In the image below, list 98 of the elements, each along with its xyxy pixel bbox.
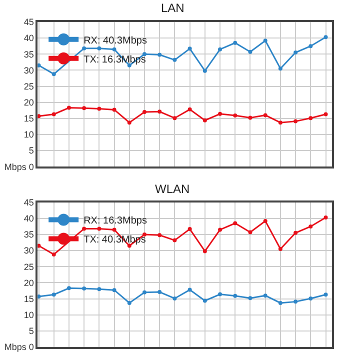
point [308, 224, 313, 228]
point [324, 215, 328, 220]
point [263, 38, 268, 43]
point [97, 226, 102, 231]
point [172, 238, 177, 242]
y-tick-label: 25 [24, 262, 34, 272]
y-tick-label: 10 [24, 310, 34, 320]
point [202, 298, 207, 303]
point [127, 300, 132, 305]
point [158, 110, 162, 114]
point [248, 296, 252, 300]
point [308, 116, 313, 120]
y-tick-label: 10 [24, 130, 34, 140]
point [142, 290, 146, 294]
point [248, 230, 252, 234]
point [38, 114, 41, 118]
point [112, 228, 116, 232]
point [188, 288, 192, 292]
y-tick-label: 20 [24, 278, 34, 288]
point [278, 66, 282, 71]
y-tick-label: 45 [24, 198, 34, 208]
chart-title: WLAN [155, 182, 190, 196]
point [52, 72, 56, 76]
point [38, 63, 41, 68]
y-tick-label: 30 [24, 246, 34, 256]
point [233, 294, 238, 298]
point [233, 114, 238, 118]
point [112, 288, 116, 292]
y-tick-label: 5 [28, 326, 34, 336]
point [52, 292, 56, 297]
point [248, 50, 252, 54]
legend-label: RX: 16.3Mbps [84, 216, 147, 227]
point [66, 286, 71, 290]
point [263, 113, 268, 118]
y-tick-label: 45 [24, 17, 34, 28]
y-tick-label: 25 [24, 81, 34, 92]
point [158, 52, 162, 57]
point [233, 221, 238, 226]
point [294, 50, 298, 55]
point [294, 119, 298, 124]
point [97, 106, 102, 111]
point [112, 47, 116, 52]
point [127, 120, 132, 125]
point [218, 47, 222, 52]
point [294, 230, 298, 235]
point [294, 300, 298, 304]
y-tick-label: 20 [24, 98, 34, 108]
point [188, 46, 192, 51]
point [308, 44, 313, 48]
point [248, 116, 252, 120]
point [172, 296, 177, 300]
point [278, 246, 282, 251]
point [38, 244, 41, 248]
point [202, 68, 207, 73]
point [82, 46, 86, 50]
point [263, 294, 268, 298]
point [202, 249, 207, 254]
point [324, 292, 328, 297]
point [97, 287, 102, 292]
point [263, 219, 268, 224]
point [38, 294, 41, 299]
y-tick-label: 15 [24, 294, 34, 304]
point [66, 106, 71, 110]
point [218, 228, 222, 232]
y-tick-label: 40 [24, 214, 34, 224]
point [52, 252, 56, 256]
point [82, 226, 86, 231]
point [158, 233, 162, 238]
point [52, 112, 56, 116]
point [218, 292, 222, 296]
chart-title: LAN [161, 1, 184, 15]
point [172, 58, 177, 62]
legend-label: RX: 40.3Mbps [84, 35, 147, 46]
point [233, 40, 238, 45]
y-tick-label: 15 [24, 114, 34, 124]
point [278, 300, 282, 305]
point [172, 116, 177, 120]
point [278, 120, 282, 125]
point [82, 106, 86, 110]
y-tick-label: 35 [24, 49, 34, 60]
y-tick-label: 35 [24, 230, 34, 240]
point [82, 286, 86, 291]
point [188, 107, 192, 112]
point [202, 118, 207, 122]
point [97, 46, 102, 50]
point [324, 112, 328, 116]
point [112, 108, 116, 112]
y-tick-label: 40 [24, 33, 34, 44]
point [142, 110, 146, 114]
point [188, 227, 192, 232]
y-tick-label: Mbps 0 [4, 162, 34, 172]
point [324, 35, 328, 40]
point [158, 290, 162, 294]
y-tick-label: 5 [28, 146, 34, 156]
y-tick-label: 30 [24, 65, 34, 76]
point [218, 112, 222, 116]
point [308, 296, 313, 300]
y-tick-label: Mbps 0 [4, 342, 34, 352]
